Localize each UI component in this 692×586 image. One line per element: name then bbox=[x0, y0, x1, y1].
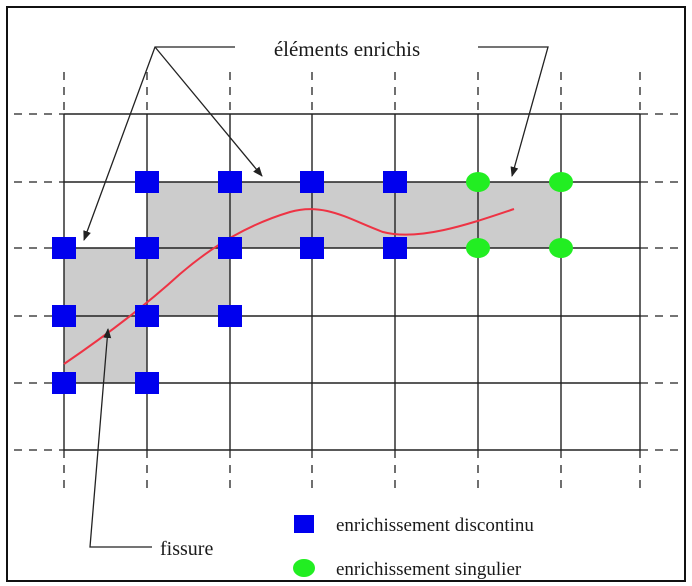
annotation-leader bbox=[478, 46, 549, 177]
enriched-elements-annotation: éléments enrichis bbox=[83, 28, 549, 241]
legend-marker-singular bbox=[293, 559, 315, 577]
discontinuous-node bbox=[218, 237, 242, 259]
enriched-elements-label: éléments enrichis bbox=[274, 37, 420, 61]
discontinuous-node bbox=[135, 171, 159, 193]
mesh-grid bbox=[63, 113, 641, 451]
discontinuous-node bbox=[135, 305, 159, 327]
legend-label-discontinuous: enrichissement discontinu bbox=[336, 515, 534, 536]
legend-marker-discontinuous bbox=[294, 515, 314, 533]
annotation-label-background bbox=[225, 28, 470, 68]
discontinuous-node bbox=[383, 237, 407, 259]
discontinuous-node bbox=[300, 171, 324, 193]
enriched-element bbox=[147, 248, 230, 316]
discontinuous-node bbox=[300, 237, 324, 259]
discontinuous-node bbox=[52, 237, 76, 259]
crack-leader bbox=[89, 328, 152, 548]
singular-enrichment-nodes bbox=[466, 172, 573, 258]
discontinuous-node bbox=[218, 305, 242, 327]
annotation-leader bbox=[154, 46, 263, 177]
crack-annotation: fissure bbox=[89, 328, 213, 560]
enriched-element bbox=[147, 182, 561, 248]
crack-label: fissure bbox=[160, 538, 213, 560]
discontinuous-enrichment-nodes bbox=[52, 171, 407, 394]
discontinuous-node bbox=[218, 171, 242, 193]
legend: enrichissement discontinu enrichissement… bbox=[293, 515, 534, 580]
legend-label-singular: enrichissement singulier bbox=[336, 559, 522, 580]
singular-node bbox=[466, 238, 490, 258]
singular-node bbox=[549, 238, 573, 258]
discontinuous-node bbox=[135, 237, 159, 259]
discontinuous-node bbox=[135, 372, 159, 394]
mesh-dashed-extensions bbox=[14, 72, 680, 495]
discontinuous-node bbox=[383, 171, 407, 193]
singular-node bbox=[549, 172, 573, 192]
discontinuous-node bbox=[52, 372, 76, 394]
discontinuous-node bbox=[52, 305, 76, 327]
singular-node bbox=[466, 172, 490, 192]
